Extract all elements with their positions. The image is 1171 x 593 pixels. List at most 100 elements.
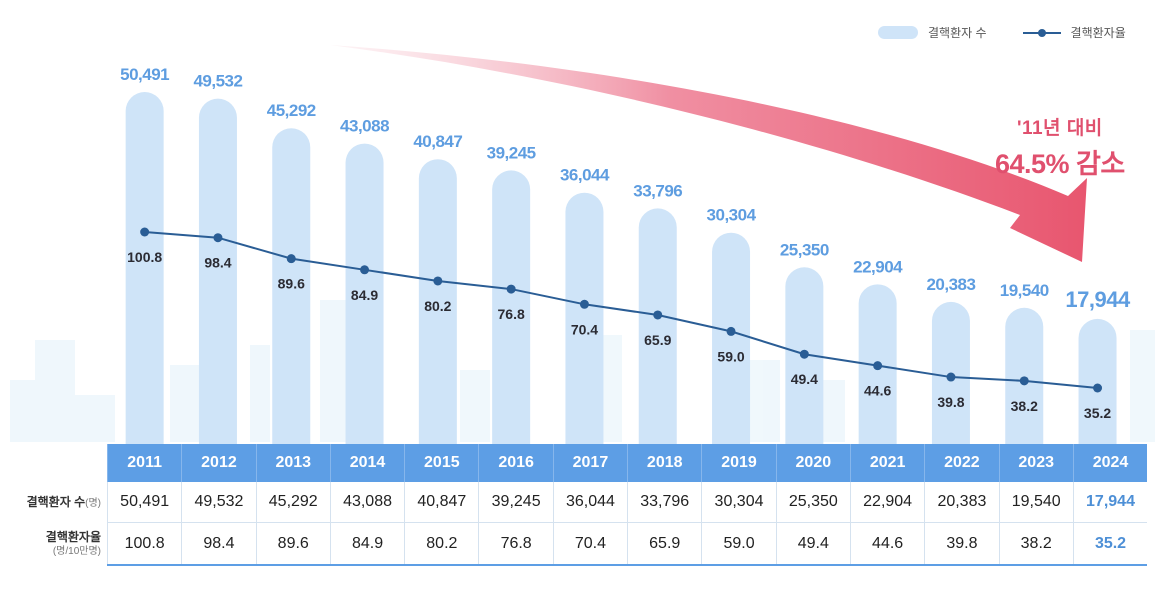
legend-item-count: 결핵환자 수: [878, 24, 987, 41]
rate-point-2014: [360, 265, 370, 275]
bar-2014: [345, 143, 384, 444]
rate-cell-2022: 39.8: [924, 522, 1000, 566]
rate-point-2022: [946, 372, 956, 382]
rate-cell-2020: 49.4: [775, 522, 851, 566]
rate-point-2024: [1093, 383, 1103, 393]
bar-label-2024: 17,944: [1065, 287, 1131, 312]
legend-item-rate: 결핵환자율: [1022, 24, 1126, 41]
count-cell-2024: 17,944: [1072, 482, 1148, 523]
row-header-count: 결핵환자 수(명): [0, 482, 108, 523]
year-header-2014: 2014: [329, 444, 405, 482]
count-cell-2013: 45,292: [255, 482, 331, 523]
rate-cell-2015: 80.2: [404, 522, 479, 566]
rate-label-2019: 59.0: [717, 348, 744, 364]
rate-cell-2017: 70.4: [552, 522, 628, 566]
bar-label-2022: 20,383: [926, 275, 975, 294]
bar-label-2013: 45,292: [267, 101, 316, 120]
count-cell-2012: 49,532: [181, 482, 257, 523]
row-unit-rate: (명/10만명): [52, 546, 101, 558]
annotation-line-2: 64.5% 감소: [995, 149, 1125, 179]
year-header-2023: 2023: [998, 444, 1074, 482]
count-cell-2023: 19,540: [998, 482, 1074, 523]
table-row-count: 결핵환자 수(명) 50,491 49,532 45,292 43,088 40,847…: [0, 482, 1148, 523]
rate-cell-2024: 35.2: [1072, 522, 1148, 566]
legend-label-count: 결핵환자 수: [928, 26, 987, 40]
data-table: 2011 2012 2013 2014 2015 2016 2017 2018 2019 2020…: [0, 444, 1148, 566]
bar-2019: [712, 232, 751, 444]
rate-label-2012: 98.4: [204, 255, 231, 271]
table-row-rate: 결핵환자율 (명/10만명) 100.8 98.4 89.6 84.9 80.2 76.8…: [0, 522, 1148, 566]
table-corner: [0, 444, 108, 482]
rate-cell-2019: 59.0: [701, 522, 777, 566]
rate-label-2021: 44.6: [864, 383, 891, 399]
rate-cell-2018: 65.9: [627, 522, 702, 566]
rate-cell-2011: 100.8: [106, 522, 182, 566]
count-cell-2021: 22,904: [849, 482, 925, 523]
year-header-2018: 2018: [627, 444, 702, 482]
rate-label-2011: 100.8: [127, 249, 162, 265]
rate-label-2015: 80.2: [424, 298, 451, 314]
bar-2023: [1005, 307, 1044, 444]
rate-label-2018: 65.9: [644, 332, 671, 348]
bar-2012: [198, 98, 237, 444]
rate-cell-2013: 89.6: [255, 522, 331, 566]
count-cell-2016: 39,245: [478, 482, 554, 523]
rate-label-2024: 35.2: [1084, 405, 1111, 421]
rate-point-2015: [433, 276, 443, 286]
bar-label-2020: 25,350: [780, 240, 829, 259]
row-unit-count: (명): [85, 498, 101, 509]
rate-point-2021: [873, 361, 883, 371]
rate-point-2023: [1019, 376, 1029, 386]
bar-2018: [638, 208, 677, 444]
bar-label-2023: 19,540: [1000, 281, 1049, 300]
rate-label-2020: 49.4: [791, 371, 818, 387]
bar-label-2021: 22,904: [853, 257, 903, 276]
year-header-2011: 2011: [106, 444, 182, 482]
bar-label-2019: 30,304: [707, 206, 757, 225]
count-cell-2011: 50,491: [106, 482, 182, 523]
chart-plot-area: 50,491 49,532 45,292 43,088 40,847 39,245 36,0…: [10, 45, 1155, 444]
year-header-2024: 2024: [1072, 444, 1148, 482]
count-cell-2020: 25,350: [775, 482, 851, 523]
rate-point-2012: [213, 233, 223, 243]
rate-label-2016: 76.8: [498, 306, 525, 322]
year-header-2013: 2013: [255, 444, 331, 482]
legend: 결핵환자 수 결핵환자율: [878, 24, 1148, 41]
decrease-annotation: '11년 대비 64.5% 감소: [995, 113, 1125, 181]
table-header-row: 2011 2012 2013 2014 2015 2016 2017 2018 2019 2020…: [0, 444, 1148, 482]
rate-point-2011: [140, 227, 150, 237]
rate-point-2013: [286, 254, 296, 264]
count-cell-2017: 36,044: [552, 482, 628, 523]
rate-point-2020: [799, 349, 809, 359]
rate-label-2013: 89.6: [278, 276, 305, 292]
bar-label-2017: 36,044: [560, 166, 610, 185]
rate-label-2023: 38.2: [1011, 398, 1038, 414]
bar-label-2011: 50,491: [120, 65, 169, 84]
bar-2017: [565, 192, 604, 444]
rate-point-2016: [506, 284, 516, 294]
rate-label-2014: 84.9: [351, 287, 378, 303]
year-header-2012: 2012: [181, 444, 257, 482]
rate-point-2019: [726, 326, 736, 336]
bar-label-2014: 43,088: [340, 117, 389, 136]
rate-cell-2012: 98.4: [181, 522, 257, 566]
rate-line: [144, 231, 1098, 389]
rate-cell-2021: 44.6: [849, 522, 925, 566]
row-label-rate: 결핵환자율: [45, 529, 101, 544]
year-header-2019: 2019: [701, 444, 777, 482]
bar-label-2016: 39,245: [487, 143, 536, 162]
count-cell-2015: 40,847: [404, 482, 479, 523]
year-header-2016: 2016: [478, 444, 554, 482]
decrease-arrow: [330, 45, 1087, 262]
year-header-2021: 2021: [849, 444, 925, 482]
row-header-rate: 결핵환자율 (명/10만명): [0, 523, 108, 566]
rate-cell-2023: 38.2: [998, 522, 1074, 566]
count-cell-2022: 20,383: [924, 482, 1000, 523]
bar-swatch-icon: [878, 26, 918, 39]
bar-2015: [418, 159, 457, 444]
bar-2011: [125, 92, 164, 444]
year-header-2015: 2015: [404, 444, 479, 482]
count-cell-2018: 33,796: [627, 482, 702, 523]
year-header-2022: 2022: [924, 444, 1000, 482]
bar-2013: [272, 128, 311, 444]
